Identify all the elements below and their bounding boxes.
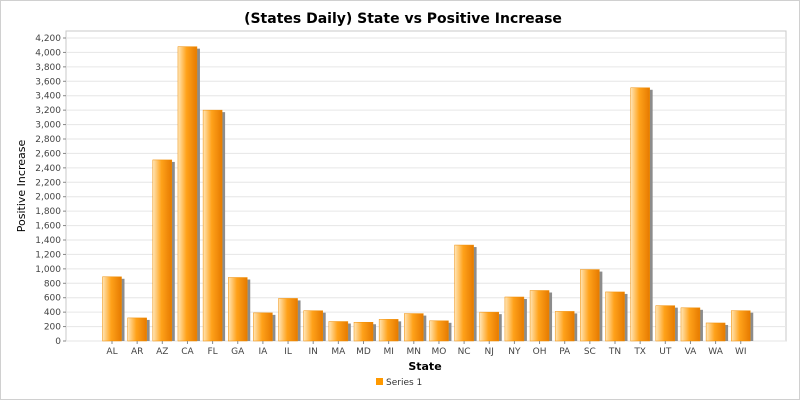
x-tick-label: AR [131, 347, 143, 357]
bar [177, 46, 198, 342]
bar [605, 291, 625, 342]
x-tick-label: MA [331, 347, 346, 357]
y-tick-label: 3,800 [35, 63, 61, 73]
x-tick-label: MO [432, 347, 447, 357]
x-tick-label: IA [258, 347, 268, 357]
x-tick-label: NY [508, 347, 521, 357]
bar [504, 296, 525, 342]
x-tick-label: TN [608, 347, 621, 357]
bar [102, 276, 122, 342]
y-tick-label: 4,000 [35, 48, 61, 58]
bar [655, 305, 676, 342]
x-tick-label: OH [533, 347, 547, 357]
bar [680, 307, 701, 342]
bar [228, 277, 248, 342]
x-tick-label: GA [231, 347, 245, 357]
x-axis-label: State [408, 360, 441, 373]
bar [404, 313, 424, 342]
y-axis-ticks: 0 200 400 600 800 1,000 1,200 1,400 1,600 1,800 2,… [35, 34, 66, 347]
bar [378, 319, 399, 342]
bar [253, 312, 273, 342]
bar [705, 322, 726, 342]
x-tick-label: FL [207, 347, 217, 357]
legend-label: Series 1 [386, 378, 422, 388]
x-tick-label: SC [584, 347, 596, 357]
legend-swatch [376, 378, 383, 385]
y-tick-label: 1,200 [35, 250, 61, 260]
x-tick-label: MI [383, 347, 393, 357]
x-tick-label: IL [284, 347, 292, 357]
bar [529, 290, 550, 342]
bar [202, 109, 223, 342]
y-tick-label: 3,400 [35, 92, 61, 102]
y-tick-label: 2,800 [35, 135, 61, 145]
x-tick-label: VA [685, 347, 698, 357]
bars [102, 46, 754, 342]
bar [454, 244, 474, 342]
x-tick-label: MD [356, 347, 371, 357]
y-tick-label: 1,400 [35, 236, 61, 246]
y-tick-label: 1,000 [35, 265, 61, 275]
x-axis-ticks: AL AR AZ CA FL GA IA IL IN MA MD MI MN MO NC NJ NY OH PA SC… [106, 341, 747, 357]
bar [429, 320, 449, 342]
bar [127, 317, 147, 342]
y-tick-label: 3,000 [35, 121, 61, 131]
y-tick-label: 0 [55, 337, 61, 347]
bar [479, 311, 499, 342]
bar [278, 298, 298, 342]
bar [303, 310, 323, 342]
y-tick-label: 1,600 [35, 222, 61, 232]
y-tick-label: 2,600 [35, 149, 61, 159]
bar [328, 321, 349, 342]
bar [731, 310, 751, 342]
y-tick-label: 4,200 [35, 34, 61, 44]
bar [353, 321, 374, 342]
x-tick-label: MN [407, 347, 422, 357]
x-tick-label: PA [559, 347, 571, 357]
y-tick-label: 200 [44, 323, 61, 333]
x-tick-label: AZ [156, 347, 168, 357]
bar [630, 87, 650, 342]
x-tick-label: NJ [485, 347, 494, 357]
y-tick-label: 400 [44, 308, 61, 318]
chart-title: (States Daily) State vs Positive Increas… [244, 11, 562, 27]
x-tick-label: CA [181, 347, 194, 357]
y-tick-label: 2,200 [35, 178, 61, 188]
bar [554, 311, 575, 342]
y-tick-label: 800 [44, 279, 61, 289]
x-tick-label: NC [458, 347, 471, 357]
x-tick-label: WA [708, 347, 723, 357]
x-tick-label: AL [106, 347, 117, 357]
x-tick-label: IN [309, 347, 318, 357]
x-tick-label: WI [735, 347, 747, 357]
x-tick-label: UT [659, 347, 672, 357]
bar [152, 159, 173, 342]
y-tick-label: 2,000 [35, 193, 61, 203]
y-tick-label: 2,400 [35, 164, 61, 174]
bar [580, 269, 600, 342]
y-tick-label: 600 [44, 294, 61, 304]
y-tick-label: 3,600 [35, 77, 61, 87]
legend: Series 1 [376, 378, 422, 388]
y-axis-label: Positive Increase [15, 140, 28, 233]
y-tick-label: 3,200 [35, 106, 61, 116]
x-tick-label: TX [633, 347, 646, 357]
y-tick-label: 1,800 [35, 207, 61, 217]
